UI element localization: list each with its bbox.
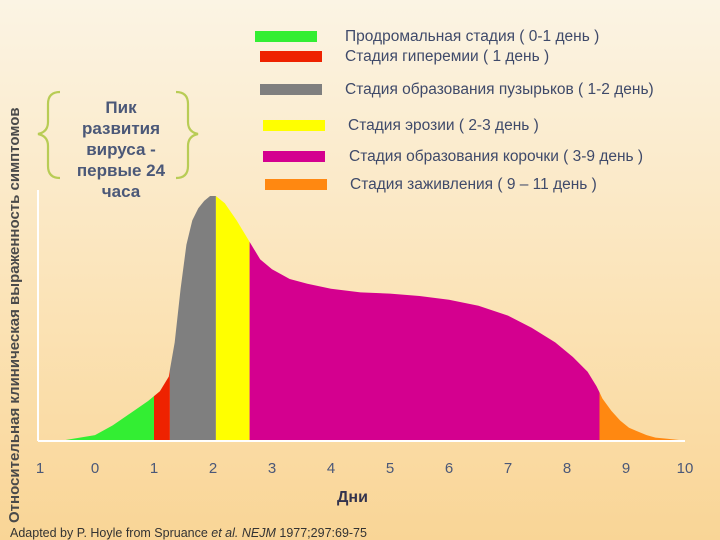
x-tick-label: 7 (504, 460, 512, 477)
source-prefix: Adapted by P. Hoyle from Spruance (10, 526, 212, 540)
legend-label: Продромальная стадия ( 0-1 день ) (345, 28, 600, 45)
y-axis-label-text: Относительная клиническая выраженность с… (6, 107, 23, 523)
stage-area-2 (154, 369, 170, 440)
x-tick-label: 1 (150, 460, 158, 477)
source-citation: Adapted by P. Hoyle from Spruance et al.… (10, 526, 367, 540)
peak-brace (37, 90, 61, 180)
source-suffix: 1977;297:69-75 (275, 526, 367, 540)
y-axis-label: Относительная клиническая выраженность с… (6, 107, 23, 523)
x-axis-label: Дни (337, 489, 368, 506)
peak-note: Пик развития вируса - первые 24 часа (60, 97, 182, 202)
x-tick-label: 3 (268, 460, 276, 477)
x-tick-label: 0 (91, 460, 99, 477)
peak-note-line: Пик (105, 98, 137, 117)
peak-note-line: развития (81, 119, 161, 138)
stage-area-1 (39, 396, 154, 440)
legend-swatch (265, 179, 327, 190)
peak-note-line: часа (101, 182, 141, 201)
legend-swatch (263, 151, 325, 162)
legend-label: Стадия гиперемии ( 1 день ) (345, 48, 550, 65)
source-etal: et al. (211, 526, 239, 540)
legend-swatch (260, 84, 322, 95)
legend-swatch (263, 120, 325, 131)
legend-label: Стадия образования пузырьков ( 1-2 день) (345, 81, 654, 98)
x-tick-label: 9 (622, 460, 630, 477)
x-tick-label: 1 (36, 460, 44, 477)
x-tick-label: 5 (386, 460, 394, 477)
peak-note-line: первые 24 (76, 161, 166, 180)
x-tick-label: 8 (563, 460, 571, 477)
stage-area-5 (249, 241, 600, 440)
x-tick-label: 6 (445, 460, 453, 477)
stage-area-3 (169, 196, 216, 440)
x-tick-labels: 1 0 1 2 3 4 5 6 7 8 9 10 (36, 460, 694, 477)
peak-note-line: вируса - (86, 140, 156, 159)
legend-label: Стадия образования корочки ( 3-9 день ) (349, 148, 644, 165)
stage-area-4 (215, 196, 250, 440)
x-tick-label: 2 (209, 460, 217, 477)
source-journal: NEJM (241, 526, 276, 540)
x-tick-label: 10 (677, 460, 694, 477)
legend-swatch (255, 31, 317, 42)
stage-areas (39, 196, 685, 440)
stage-area-6 (599, 392, 685, 440)
legend-swatch (260, 51, 322, 62)
legend-label: Стадия заживления ( 9 – 11 день ) (350, 176, 597, 193)
x-tick-label: 4 (327, 460, 335, 477)
legend-label: Стадия эрозии ( 2-3 день ) (348, 117, 539, 134)
peak-brace-right (175, 90, 199, 180)
